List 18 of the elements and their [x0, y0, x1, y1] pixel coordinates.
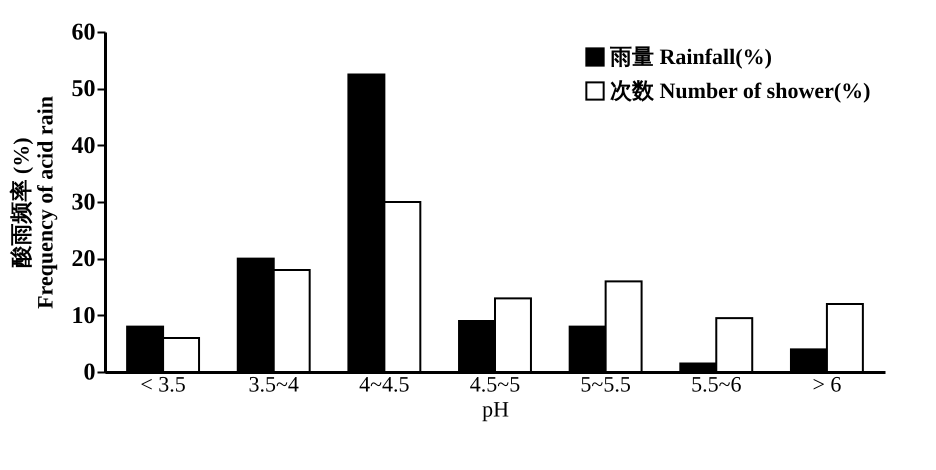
y-tick-label: 50	[72, 76, 96, 102]
y-tick-label: 30	[72, 190, 96, 216]
y-tick-label: 60	[72, 20, 96, 46]
x-tick-label: 5.5~6	[691, 372, 742, 396]
x-tick-label: 5~5.5	[580, 372, 631, 396]
y-tick-label: 20	[72, 246, 96, 272]
y-axis-title: 酸雨频率 (%) Frequency of acid rain	[8, 96, 58, 309]
x-tick-label: 3.5~4	[248, 372, 299, 396]
x-tick-label: 4.5~5	[470, 372, 520, 396]
y-tick-label: 10	[72, 302, 96, 329]
x-axis-title: pH	[482, 396, 510, 422]
x-tick-label: > 6	[812, 372, 842, 396]
legend-label: 次数 Number of shower(%)	[610, 78, 871, 103]
x-tick-label: < 3.5	[140, 372, 186, 396]
y-tick-label: 40	[72, 132, 96, 159]
legend-label: 雨量 Rainfall(%)	[609, 44, 772, 69]
x-tick-label: 4~4.5	[359, 372, 410, 396]
y-tick-label: 0	[84, 360, 96, 386]
